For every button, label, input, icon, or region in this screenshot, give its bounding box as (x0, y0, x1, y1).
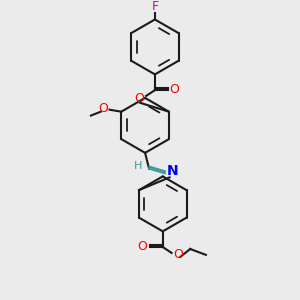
Text: O: O (134, 92, 144, 105)
Text: H: H (134, 160, 142, 171)
Text: O: O (173, 248, 183, 261)
Text: O: O (137, 240, 147, 253)
Text: O: O (169, 82, 179, 96)
Text: F: F (151, 0, 158, 13)
Text: N: N (167, 164, 178, 178)
Text: O: O (99, 102, 109, 115)
